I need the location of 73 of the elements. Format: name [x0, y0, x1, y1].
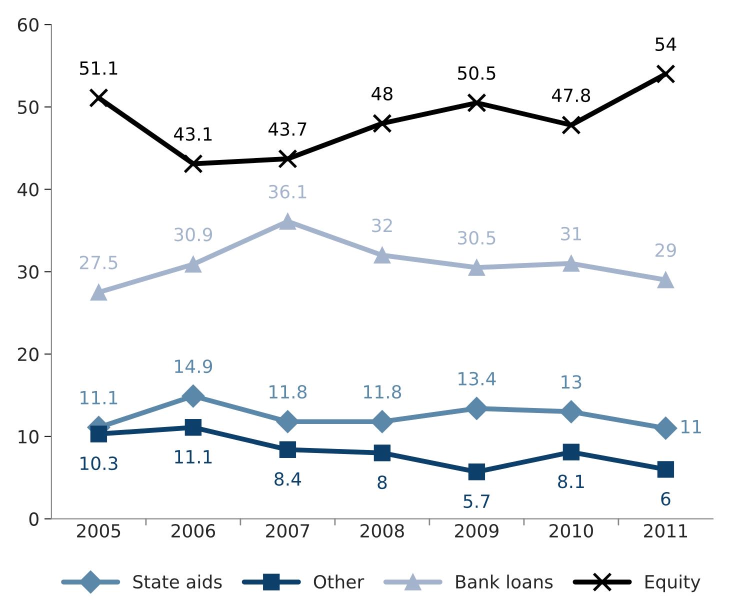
data-label: 31	[561, 226, 582, 241]
x-tick-label: 2006	[172, 524, 216, 538]
y-tick-label: 40	[18, 182, 38, 196]
point	[372, 114, 392, 134]
point	[561, 115, 581, 135]
point	[654, 416, 678, 440]
y-tick-label: 30	[18, 265, 38, 279]
y-tick-label: 10	[18, 430, 38, 444]
point	[560, 400, 583, 424]
data-label: 43.7	[268, 122, 306, 136]
data-label: 32	[372, 218, 392, 232]
data-label: 11.1	[175, 450, 212, 464]
point	[183, 154, 203, 174]
point	[279, 213, 296, 230]
data-label: 11.1	[80, 391, 118, 404]
y-tick-label: 20	[18, 348, 38, 362]
x-tick-label: 2010	[550, 524, 593, 538]
point	[374, 246, 391, 264]
data-label: 10.3	[80, 456, 118, 470]
point	[182, 384, 205, 408]
data-label: 11	[682, 420, 701, 434]
data-label: 13	[562, 375, 582, 389]
x-tick-label: 2007	[266, 524, 310, 538]
legend-label: Bank loans	[456, 574, 553, 589]
point	[466, 93, 486, 113]
point	[184, 419, 202, 436]
point	[370, 410, 394, 434]
point	[656, 64, 676, 84]
point	[374, 444, 391, 462]
data-label: 11.8	[270, 385, 307, 399]
point	[90, 284, 108, 301]
data-label: 13.4	[458, 372, 496, 386]
y-tick-label: 0	[29, 512, 38, 526]
data-label: 5.7	[464, 494, 490, 508]
x-tick-label: 2011	[644, 524, 688, 538]
data-label: 54	[656, 38, 676, 52]
data-label: 14.9	[175, 359, 212, 374]
data-label: 6	[661, 492, 670, 506]
data-label: 8	[378, 475, 387, 490]
point	[279, 441, 296, 458]
data-label: 30.5	[458, 230, 496, 245]
y-tick-label: 50	[18, 100, 38, 114]
data-label: 43.1	[174, 127, 212, 141]
y-tick-label: 60	[18, 18, 38, 32]
data-label: 11.8	[364, 385, 402, 399]
point	[276, 410, 300, 434]
point	[562, 255, 580, 272]
data-label: 48	[372, 86, 392, 100]
point	[465, 396, 488, 420]
legend-label: Other	[314, 574, 364, 589]
point	[468, 464, 486, 480]
legend-label: State aids	[133, 574, 222, 589]
point	[90, 426, 108, 442]
data-label: 30.9	[174, 228, 212, 242]
data-label: 47.8	[552, 88, 590, 102]
legend-label: Equity	[646, 574, 700, 592]
point	[88, 88, 108, 108]
point	[184, 256, 202, 273]
point	[657, 461, 674, 478]
data-label: 51.1	[80, 62, 118, 75]
x-tick-label: 2008	[360, 524, 404, 538]
point	[278, 149, 298, 169]
x-tick-label: 2009	[455, 524, 498, 538]
data-label: 50.5	[458, 66, 496, 80]
data-label: 36.1	[268, 184, 306, 198]
point	[468, 259, 486, 276]
point	[657, 272, 674, 288]
data-label: 8.4	[274, 472, 302, 486]
point	[562, 444, 580, 460]
data-label: 8.1	[558, 474, 584, 488]
x-tick-label: 2005	[77, 524, 120, 538]
data-label: 27.5	[80, 256, 118, 270]
data-label: 29	[656, 243, 676, 257]
